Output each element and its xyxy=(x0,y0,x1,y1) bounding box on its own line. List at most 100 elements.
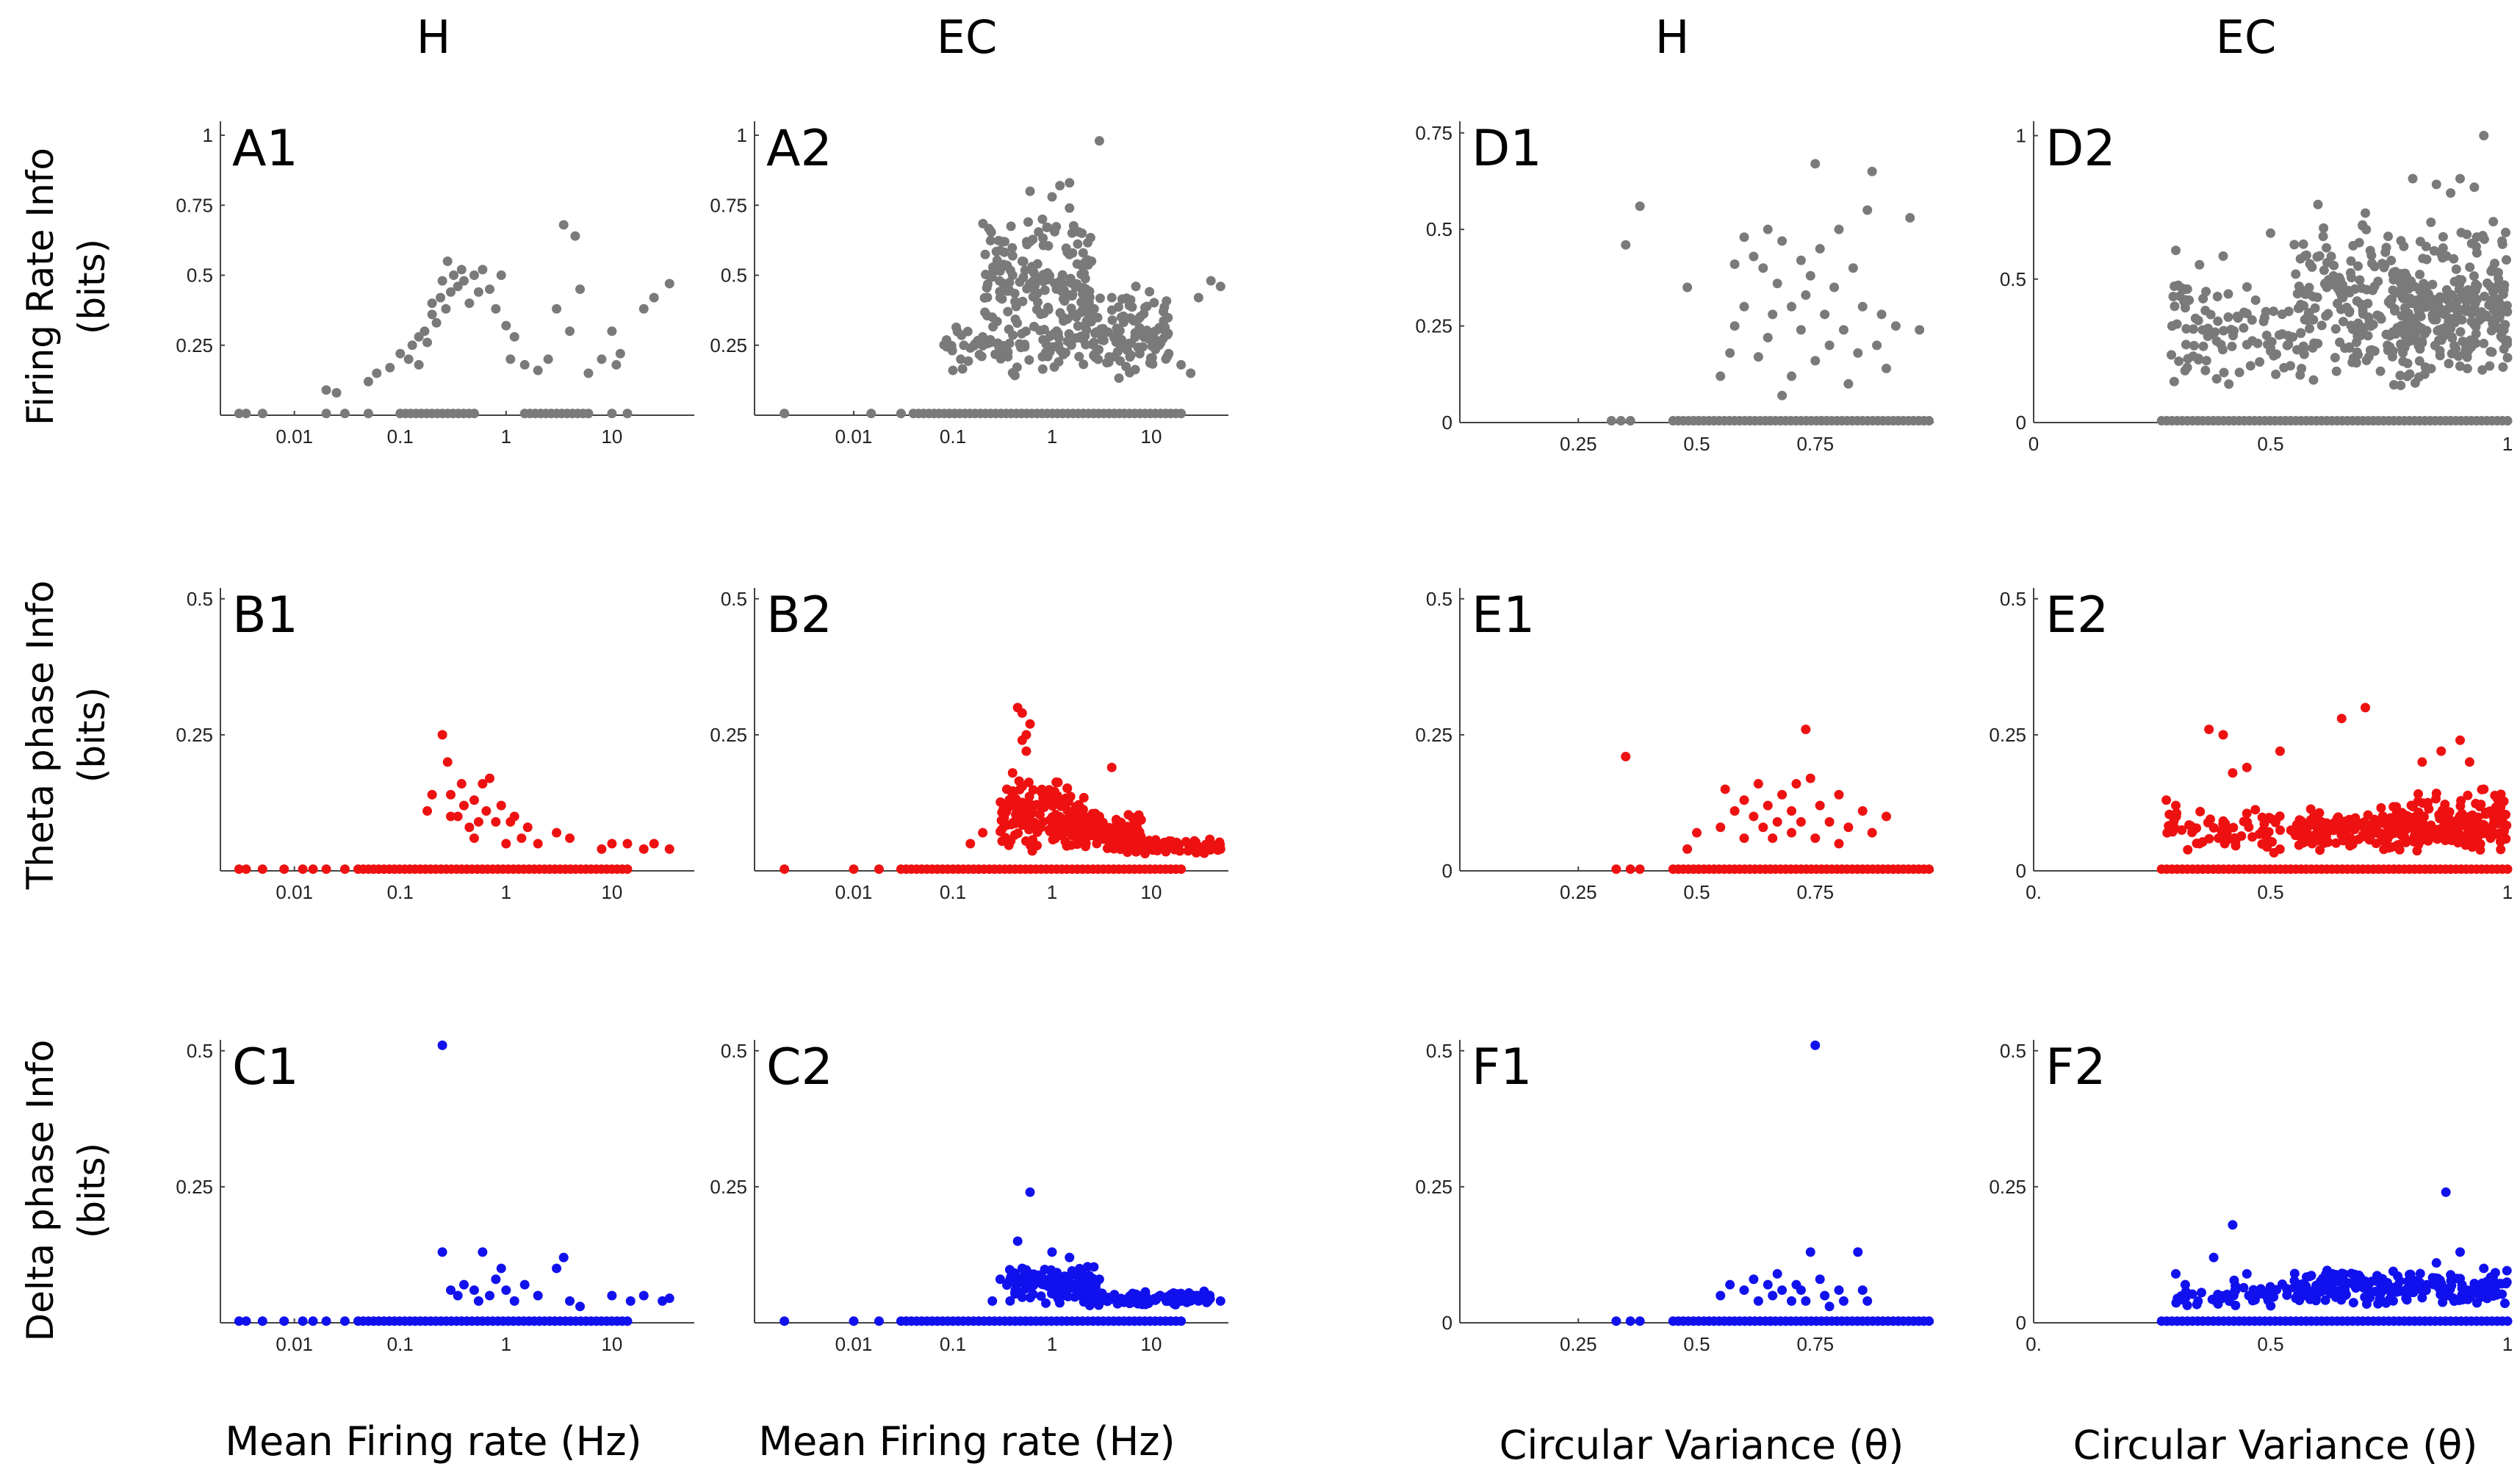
data-point xyxy=(485,284,495,295)
data-point xyxy=(1872,340,1882,351)
data-point xyxy=(2338,317,2348,327)
data-point xyxy=(985,235,996,245)
data-point xyxy=(1027,262,1037,272)
data-point xyxy=(2386,294,2396,304)
panel-label: F2 xyxy=(2045,1038,2106,1096)
panel-label: F1 xyxy=(1472,1038,1532,1096)
data-point xyxy=(2184,295,2195,306)
data-point xyxy=(2303,312,2314,322)
y-tick-label: 1 xyxy=(203,124,213,146)
data-point xyxy=(2389,306,2400,316)
data-point xyxy=(2492,267,2502,278)
data-point xyxy=(2169,376,2179,387)
data-point xyxy=(664,844,674,854)
data-point xyxy=(2315,845,2325,855)
data-point xyxy=(2338,287,2348,298)
data-point xyxy=(505,354,516,365)
data-point xyxy=(2456,228,2466,238)
data-point xyxy=(1777,236,1788,246)
data-point xyxy=(1092,345,1103,356)
x-tick-label: 1 xyxy=(2502,1333,2513,1355)
x-tick-label: 1 xyxy=(1047,425,1057,448)
data-point xyxy=(2182,362,2192,373)
data-point xyxy=(2320,1295,2330,1305)
data-point xyxy=(1037,214,1048,224)
x-tick-label: 0.01 xyxy=(276,1333,313,1355)
data-point xyxy=(427,298,437,309)
x-tick-label: 1 xyxy=(501,425,511,448)
data-point xyxy=(1038,276,1048,287)
y-tick-label: 0.5 xyxy=(721,1040,747,1062)
data-point xyxy=(1056,822,1066,833)
data-point xyxy=(1025,1187,1035,1197)
data-point xyxy=(2469,271,2479,281)
data-point xyxy=(1042,797,1052,808)
x-tick-label: 0.75 xyxy=(1796,433,1834,455)
data-point xyxy=(1029,1279,1039,1290)
data-point xyxy=(2392,840,2402,850)
data-point xyxy=(1005,1296,1015,1306)
data-point xyxy=(649,292,659,303)
data-point xyxy=(2289,1268,2300,1279)
data-point xyxy=(543,354,553,365)
data-point xyxy=(1036,1291,1046,1301)
y-tick-label: 0.5 xyxy=(721,588,747,610)
data-point xyxy=(2304,323,2314,334)
data-point xyxy=(1047,192,1057,202)
data-point xyxy=(2275,825,2286,836)
data-point xyxy=(1098,323,1108,334)
data-point xyxy=(1682,282,1693,292)
data-point xyxy=(2452,307,2463,317)
data-point xyxy=(1787,301,1796,312)
data-point xyxy=(2494,298,2505,309)
data-point xyxy=(2204,725,2214,734)
data-point xyxy=(2353,261,2364,271)
data-point xyxy=(491,816,501,827)
data-point xyxy=(2425,296,2436,306)
data-point xyxy=(2385,342,2395,352)
data-point xyxy=(2316,320,2327,331)
panel-e1: E1 0.25 0.5 0.75 0 0.25 0.5 xyxy=(1415,586,1934,903)
data-point-zero xyxy=(339,1316,350,1326)
data-point-zero xyxy=(234,1316,244,1326)
data-point xyxy=(1087,313,1097,323)
data-point xyxy=(2497,810,2508,820)
data-point xyxy=(2413,789,2424,799)
data-point xyxy=(2361,208,2370,218)
data-point xyxy=(2228,1220,2238,1230)
y-tick-label: 0.25 xyxy=(1989,1176,2026,1198)
data-point xyxy=(1090,819,1100,829)
data-point xyxy=(1076,297,1087,307)
data-point xyxy=(1758,822,1768,833)
data-point-zero xyxy=(1611,864,1621,875)
data-point xyxy=(1838,1296,1848,1306)
data-point xyxy=(1028,234,1038,245)
data-point xyxy=(491,1274,501,1285)
data-point xyxy=(2501,834,2511,844)
data-point xyxy=(2396,380,2406,390)
data-point xyxy=(481,806,492,816)
data-point-zero xyxy=(896,409,906,419)
data-point xyxy=(957,364,968,374)
data-point xyxy=(1739,1285,1749,1296)
data-point xyxy=(2464,757,2474,767)
data-point xyxy=(2441,251,2452,261)
data-point xyxy=(2213,316,2223,326)
data-point xyxy=(1003,800,1013,810)
data-point xyxy=(2205,814,2215,825)
data-point xyxy=(496,800,506,811)
data-point xyxy=(2266,228,2275,238)
data-point xyxy=(2336,714,2347,724)
data-point xyxy=(1739,795,1749,805)
data-point xyxy=(456,779,467,789)
data-point-zero xyxy=(321,1316,331,1326)
x-tick-label: 0 xyxy=(2028,433,2039,455)
data-point xyxy=(464,822,475,833)
data-point xyxy=(2413,320,2423,331)
data-point xyxy=(2263,1296,2273,1306)
data-point xyxy=(995,276,1005,286)
data-point xyxy=(2180,1279,2190,1290)
x-tick-label: 0.1 xyxy=(387,881,414,903)
data-point xyxy=(1857,1285,1868,1296)
data-point xyxy=(2190,313,2200,323)
